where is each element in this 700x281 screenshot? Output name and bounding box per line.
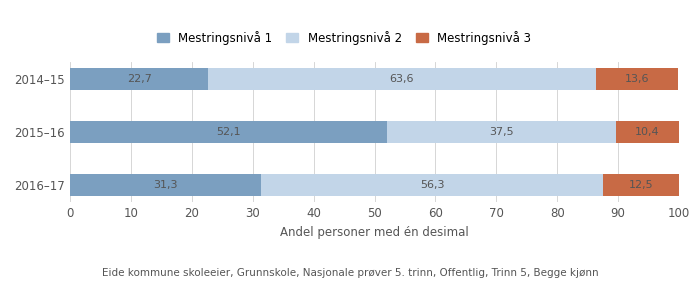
Legend: Mestringsnivå 1, Mestringsnivå 2, Mestringsnivå 3: Mestringsnivå 1, Mestringsnivå 2, Mestri…	[157, 31, 531, 45]
Bar	[596, 68, 678, 90]
Text: 12,5: 12,5	[629, 180, 654, 190]
Bar	[603, 174, 680, 196]
Bar	[70, 121, 387, 143]
Bar	[70, 174, 260, 196]
Bar	[616, 121, 679, 143]
Text: 37,5: 37,5	[489, 127, 514, 137]
Text: 10,4: 10,4	[635, 127, 659, 137]
Bar	[260, 174, 603, 196]
X-axis label: Andel personer med én desimal: Andel personer med én desimal	[280, 226, 469, 239]
Bar	[387, 121, 616, 143]
Text: 56,3: 56,3	[420, 180, 444, 190]
Text: 63,6: 63,6	[390, 74, 414, 84]
Bar	[70, 68, 208, 90]
Text: 52,1: 52,1	[216, 127, 241, 137]
Text: 31,3: 31,3	[153, 180, 178, 190]
Text: 22,7: 22,7	[127, 74, 152, 84]
Bar	[208, 68, 596, 90]
Text: 13,6: 13,6	[624, 74, 649, 84]
Text: Eide kommune skoleeier, Grunnskole, Nasjonale prøver 5. trinn, Offentlig, Trinn : Eide kommune skoleeier, Grunnskole, Nasj…	[102, 268, 598, 278]
